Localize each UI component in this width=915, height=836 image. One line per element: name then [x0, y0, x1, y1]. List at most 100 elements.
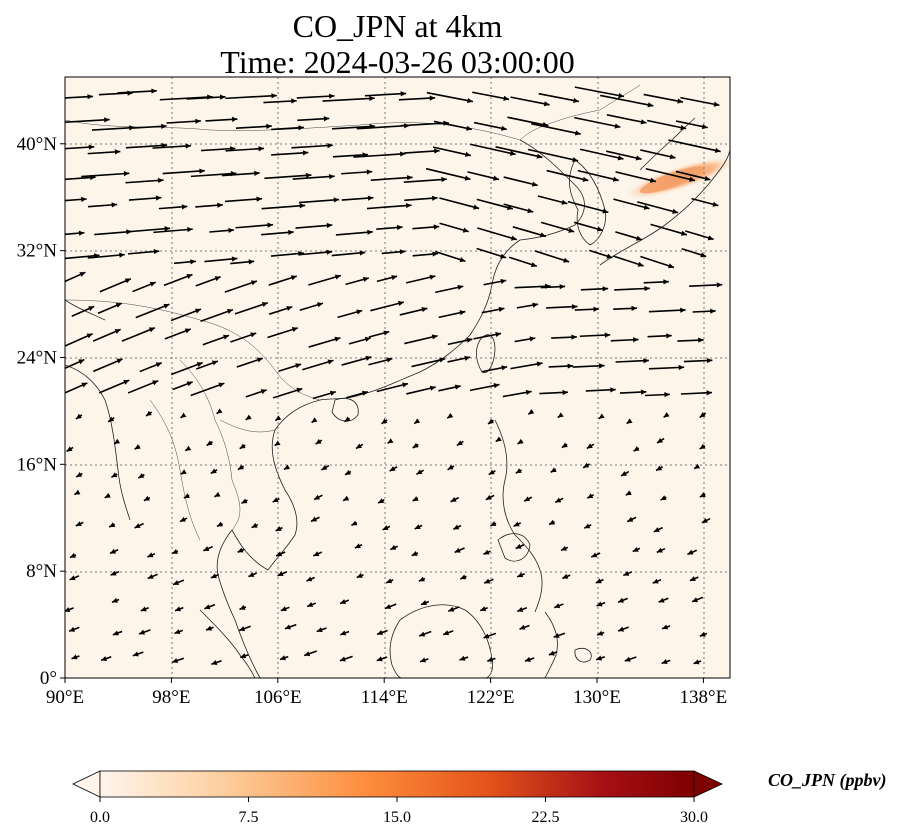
wind-vector-head [396, 224, 403, 231]
wind-vector-shaft [225, 147, 265, 152]
wind-vector-head [689, 576, 696, 581]
wind-vector-head [510, 235, 517, 241]
wind-vector-head [509, 150, 516, 156]
wind-vector-head [354, 543, 361, 549]
wind-vector-head [490, 521, 497, 526]
wind-vector-head [210, 468, 217, 474]
wind-vector-head [181, 204, 188, 210]
wind-vector-head [443, 630, 450, 636]
wind-vector-head [369, 95, 375, 102]
colorbar-tick-label: 30.0 [680, 809, 708, 826]
wind-vector-head [610, 387, 616, 393]
wind-vector-head [658, 597, 665, 603]
wind-vector-shaft [65, 271, 86, 283]
wind-vector-head [663, 279, 669, 285]
wind-vector-head [540, 232, 546, 238]
wind-vector-shaft [291, 144, 333, 149]
wind-vector-head [429, 274, 436, 280]
wind-vector-head [525, 389, 532, 395]
wind-vector-head [561, 442, 568, 448]
wind-vector-head [88, 144, 95, 150]
wind-vector-head [132, 651, 139, 657]
wind-vector-shaft [261, 231, 294, 236]
wind-vector-head [190, 259, 196, 265]
wind-vector-head [716, 282, 723, 288]
wind-vector-head [618, 92, 625, 99]
wind-vector-shaft [331, 251, 366, 257]
wind-vector-head [560, 545, 567, 551]
wind-vector-shaft [668, 139, 721, 153]
wind-vector-shaft [353, 152, 406, 158]
wind-vector-shaft [473, 121, 507, 131]
wind-vector-head [466, 125, 472, 131]
map-title-line1: CO_JPN at 4km [292, 8, 503, 44]
wind-vector-shaft [204, 257, 238, 263]
wind-vector-head [706, 390, 713, 396]
wind-vector-head [714, 147, 721, 153]
wind-vector-shaft [65, 333, 93, 347]
wind-vector-head [643, 204, 650, 210]
wind-vector-head [119, 252, 125, 258]
wind-vector-shaft [404, 334, 438, 345]
wind-vector-head [250, 332, 257, 338]
wind-vector-shaft [133, 125, 167, 129]
wind-vector-head [501, 365, 508, 371]
wind-vector-head [464, 175, 471, 181]
wind-vector-head [614, 123, 621, 129]
wind-vector-head [326, 249, 333, 255]
wind-vector-shaft [646, 119, 687, 130]
wind-vector-head [286, 305, 293, 311]
wind-vector-head [295, 363, 302, 369]
wind-vector-head [493, 175, 499, 181]
wind-vector-head [365, 355, 372, 361]
wind-vector-shaft [65, 176, 96, 181]
wind-vector-head [431, 334, 438, 340]
wind-vector-shaft [125, 144, 168, 149]
wind-vector-head [661, 659, 668, 665]
wind-vector-head [434, 148, 440, 154]
wind-vector-head [248, 572, 255, 577]
wind-vector-head [532, 302, 539, 308]
wind-vector-head [459, 655, 466, 661]
wind-vector-head [637, 261, 644, 267]
wind-vector-head [172, 658, 179, 664]
wind-vector-head [124, 278, 131, 284]
wind-vector-head [421, 600, 428, 606]
wind-vector-head [447, 464, 454, 470]
wind-vector-head [185, 445, 192, 451]
wind-vector-head [593, 306, 599, 312]
wind-vector-head [397, 300, 404, 306]
wind-vector-head [485, 494, 492, 500]
wind-vector-head [327, 359, 334, 365]
wind-vector-head [602, 208, 609, 214]
wind-vector-head [129, 125, 135, 131]
wind-vector-head [245, 414, 252, 420]
wind-vector-shaft [530, 122, 581, 135]
wind-vector-head [668, 263, 675, 269]
wind-vector-head [692, 597, 698, 603]
wind-vector-shaft [299, 198, 340, 204]
wind-vector-head [571, 304, 578, 310]
wind-vector-head [115, 302, 122, 308]
wind-vector-head [248, 259, 255, 265]
wind-vector-shaft [65, 95, 93, 99]
wind-vector-head [211, 360, 218, 366]
wind-vector-head [195, 308, 201, 314]
coastlines [65, 117, 730, 678]
wind-vector-shaft [65, 254, 100, 260]
colorbar-max-extend [693, 770, 723, 798]
wind-vector-shaft [332, 125, 376, 130]
wind-vector-shaft [162, 169, 205, 175]
wind-vector-head [549, 519, 556, 525]
wind-vector-head [333, 197, 340, 203]
wind-vector-head [139, 629, 146, 635]
wind-vector-head [134, 444, 141, 450]
wind-vector-head [524, 656, 531, 662]
wind-vector-shaft [91, 126, 135, 131]
wind-vector-head [258, 146, 264, 152]
wind-vector-head [226, 308, 233, 314]
wind-vector-head [441, 176, 447, 183]
wind-vector-head [429, 385, 436, 391]
wind-vector-head [334, 274, 341, 280]
wind-vector-head [548, 650, 555, 656]
